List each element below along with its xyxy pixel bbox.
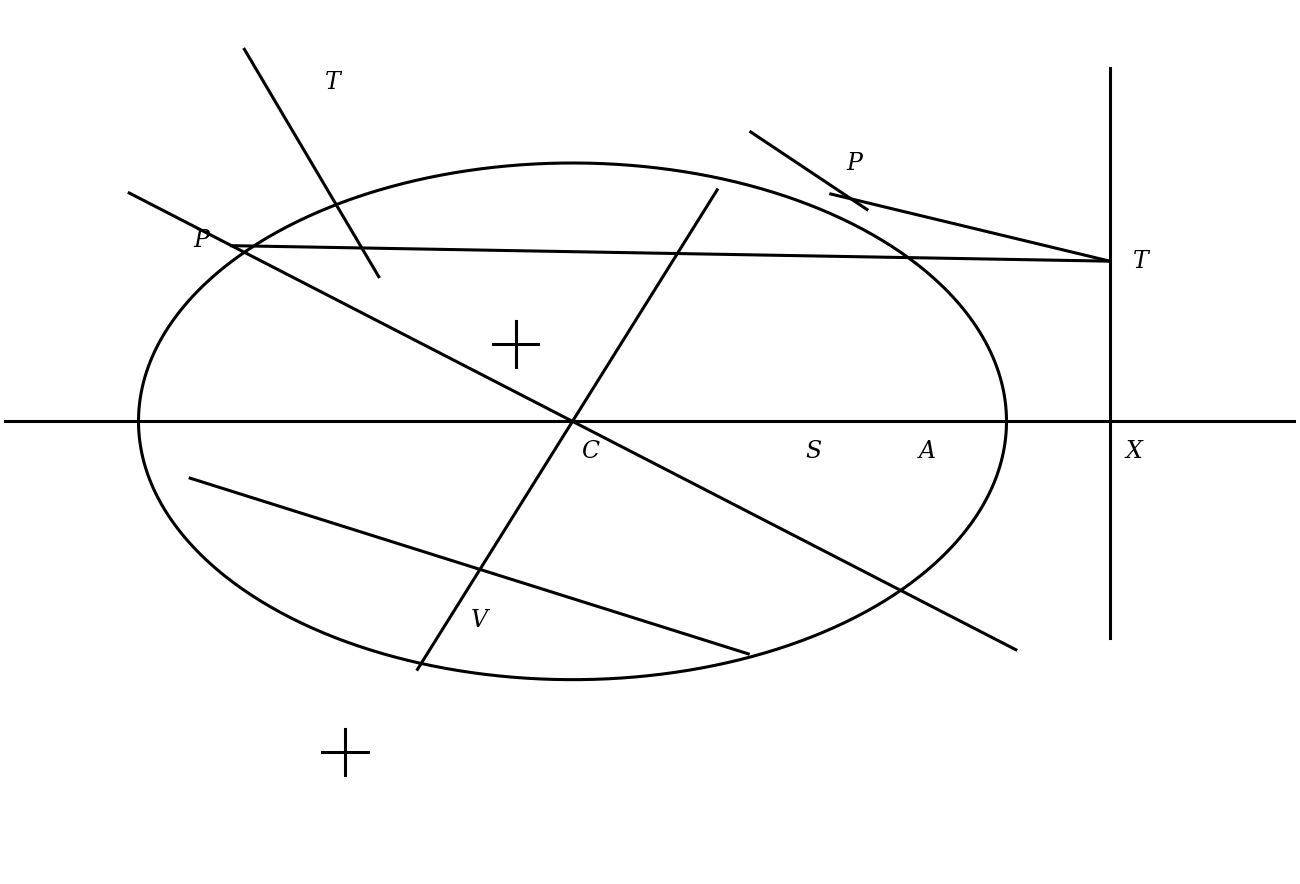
Text: S: S xyxy=(805,440,822,463)
Text: P: P xyxy=(192,229,209,252)
Text: T: T xyxy=(1132,249,1148,272)
Text: A: A xyxy=(919,440,936,463)
Text: T: T xyxy=(325,71,341,94)
Text: C: C xyxy=(581,440,599,463)
Text: X: X xyxy=(1126,440,1143,463)
Text: V: V xyxy=(471,609,488,632)
Text: P: P xyxy=(846,152,862,175)
